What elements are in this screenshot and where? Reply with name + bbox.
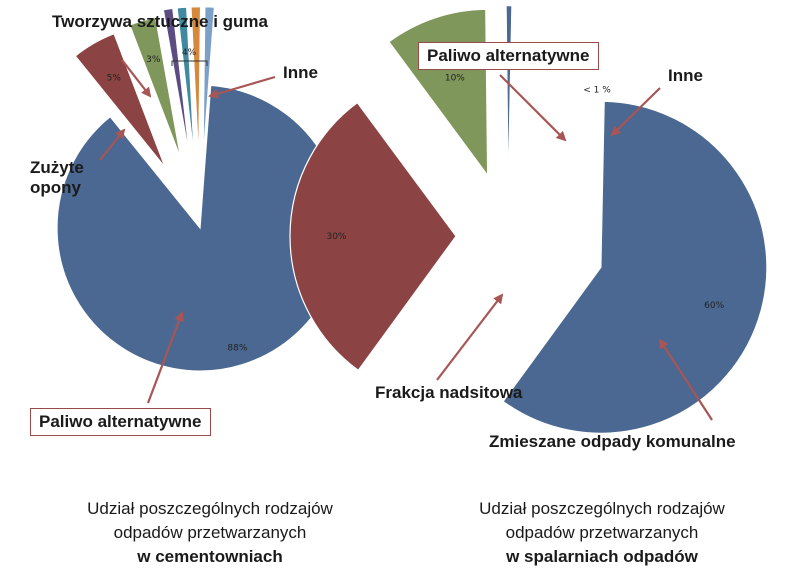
annotation-paliwo-1: Paliwo alternatywne <box>30 408 211 436</box>
slice-1-3 <box>163 8 190 151</box>
annotation-arrow-1 <box>99 128 126 161</box>
annotation-arrow-3 <box>146 311 184 404</box>
slice-2-3 <box>506 5 512 173</box>
data-label-1-2: 3% <box>146 55 161 65</box>
slice-2-0 <box>502 100 768 434</box>
data-label-1-1: 5% <box>107 74 122 84</box>
annotation-inne-1: Inne <box>283 63 318 82</box>
caption-cementownie: Udział poszczególnych rodzajów odpadów p… <box>87 499 333 566</box>
annotation-arrow-5 <box>610 87 661 137</box>
data-label-2-0: 60% <box>704 301 724 311</box>
annotation-tworzywa: Tworzywa sztuczne i guma <box>52 12 269 31</box>
slice-1-1 <box>74 32 166 168</box>
annotation-arrow-6 <box>436 293 504 381</box>
annotation-arrow-7 <box>658 338 713 421</box>
slice-2-1 <box>289 101 457 372</box>
annotation-zuzyte-opony: Zużyte opony <box>30 158 84 197</box>
annotation-inne-2: Inne <box>668 66 703 85</box>
slice-1-2 <box>128 17 182 159</box>
annotation-arrow-0 <box>121 59 152 98</box>
pie-chart-spalarnie: 60% 30% 10% < 1 % <box>289 5 768 434</box>
slice-1-0 <box>56 84 344 372</box>
slice-1-6 <box>203 6 215 151</box>
group-bracket <box>171 60 208 66</box>
slice-2-2 <box>388 8 489 178</box>
annotation-arrow-2 <box>208 75 276 99</box>
data-label-2-3: < 1 % <box>583 86 611 96</box>
data-label-2-1: 30% <box>326 232 346 242</box>
slice-1-5 <box>190 6 201 151</box>
group-label: 4% <box>182 48 197 58</box>
slice-1-4 <box>177 7 194 151</box>
pie-chart-cementownie: 88% 5% 3% 4% <box>56 6 344 372</box>
data-label-1-0: 88% <box>227 344 247 354</box>
annotation-frakcja: Frakcja nadsitowa <box>375 383 523 402</box>
annotation-zmieszane: Zmieszane odpady komunalne <box>489 432 736 451</box>
annotation-paliwo-2: Paliwo alternatywne <box>418 42 599 70</box>
annotation-arrow-4 <box>499 74 567 142</box>
annotation-arrows <box>99 59 713 421</box>
caption-spalarnie: Udział poszczególnych rodzajów odpadów p… <box>479 499 725 566</box>
data-label-2-2: 10% <box>445 73 465 83</box>
